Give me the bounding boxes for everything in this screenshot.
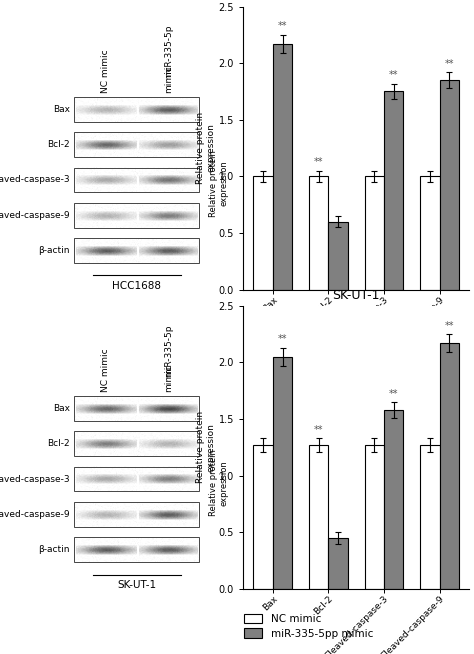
Text: mimic: mimic (164, 365, 173, 392)
Text: NC mimic: NC mimic (101, 50, 110, 94)
Text: Relative protein
expression: Relative protein expression (209, 150, 228, 217)
Bar (420, 177, 439, 290)
Bar (273, 44, 292, 290)
Bar (74, 97, 200, 122)
Text: miR-335-5p: miR-335-5p (164, 324, 173, 377)
Text: Bcl-2: Bcl-2 (47, 140, 70, 149)
Text: **: ** (278, 22, 287, 31)
Text: Bcl-2: Bcl-2 (47, 439, 70, 448)
Bar (384, 92, 403, 290)
Text: **: ** (389, 70, 399, 80)
Text: β-actin: β-actin (38, 545, 70, 555)
Text: miR-335-5p: miR-335-5p (164, 25, 173, 77)
Text: Relative protein
expression: Relative protein expression (209, 449, 228, 516)
Text: **: ** (445, 59, 454, 69)
Text: β-actin: β-actin (38, 246, 70, 255)
Text: HCC1688: HCC1688 (112, 281, 161, 291)
Title: HCC1688: HCC1688 (327, 0, 385, 3)
Text: NC mimic: NC mimic (101, 349, 110, 392)
Text: Cleaved-caspase-9: Cleaved-caspase-9 (0, 510, 70, 519)
Bar (74, 432, 200, 456)
Bar (439, 343, 459, 589)
Bar (74, 238, 200, 263)
Bar (74, 467, 200, 492)
Bar (439, 80, 459, 290)
Bar (74, 203, 200, 228)
Text: Cleaved-caspase-9: Cleaved-caspase-9 (0, 211, 70, 220)
Bar (74, 132, 200, 157)
Legend: NC mimic, miR-335-5pp mimic: NC mimic, miR-335-5pp mimic (244, 614, 373, 638)
Text: **: ** (314, 425, 323, 435)
Text: SK-UT-1: SK-UT-1 (117, 580, 156, 590)
Bar (328, 538, 348, 589)
Text: mimic: mimic (164, 65, 173, 94)
Text: Bax: Bax (53, 105, 70, 114)
Text: **: ** (314, 158, 323, 167)
Bar (365, 445, 384, 589)
Text: Bax: Bax (53, 404, 70, 413)
Bar (365, 177, 384, 290)
Text: Cleaved-caspase-3: Cleaved-caspase-3 (0, 175, 70, 184)
Bar (74, 502, 200, 527)
Bar (309, 177, 328, 290)
Bar (253, 445, 273, 589)
Bar (384, 410, 403, 589)
Y-axis label: Relative protein
expression: Relative protein expression (196, 112, 216, 184)
Bar (253, 177, 273, 290)
Text: Cleaved-caspase-3: Cleaved-caspase-3 (0, 475, 70, 483)
Bar (309, 445, 328, 589)
Bar (74, 396, 200, 421)
Bar (328, 222, 348, 290)
Text: **: ** (389, 388, 399, 398)
Y-axis label: Relative protein
expression: Relative protein expression (196, 411, 216, 483)
Title: SK-UT-1: SK-UT-1 (332, 289, 380, 302)
Bar (273, 356, 292, 589)
Bar (420, 445, 439, 589)
Bar (74, 538, 200, 562)
Text: **: ** (445, 320, 454, 331)
Bar (74, 167, 200, 192)
Text: **: ** (278, 334, 287, 344)
